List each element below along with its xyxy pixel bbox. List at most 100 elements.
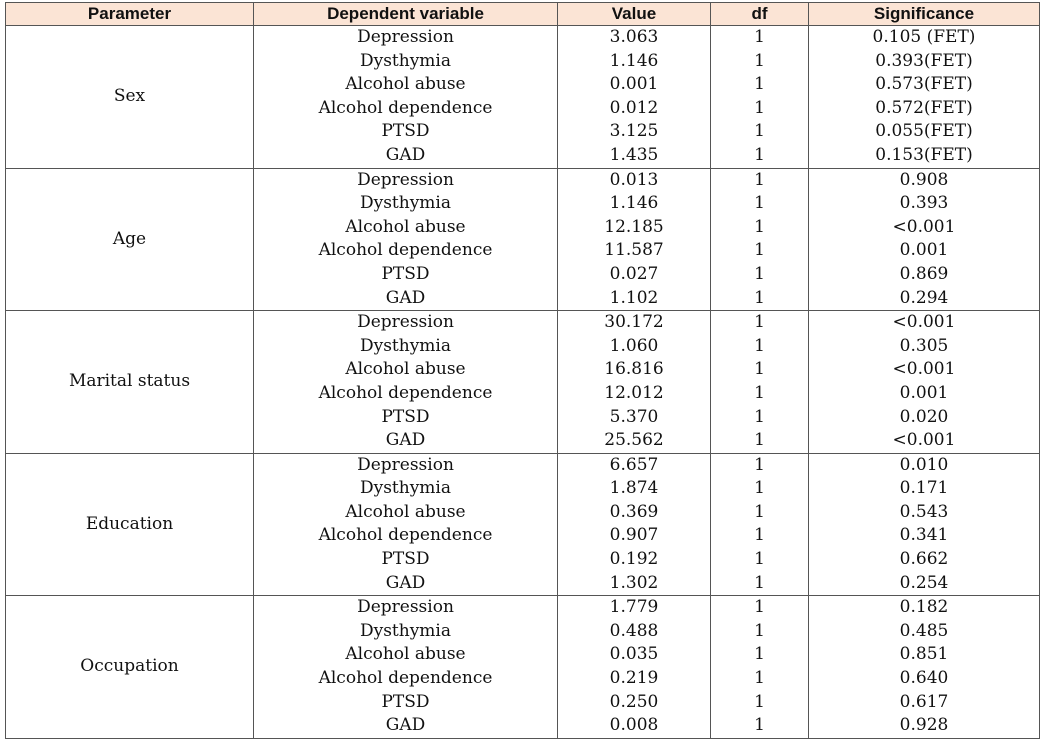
table-row: Dysthymia 1.146 1 0.393 xyxy=(6,192,1040,216)
value-cell: 0.001 xyxy=(557,73,711,97)
parameter-cell: Marital status xyxy=(5,310,254,454)
dependent-variable-cell: PTSD xyxy=(253,548,558,572)
header-parameter: Parameter xyxy=(5,2,254,26)
significance-cell: 0.055(FET) xyxy=(808,120,1040,144)
significance-cell: 0.572(FET) xyxy=(808,96,1040,121)
value-cell: 0.035 xyxy=(557,643,711,668)
parameter-cell: Age xyxy=(5,168,254,312)
dependent-variable-cell: PTSD xyxy=(253,262,558,287)
significance-cell: <0.001 xyxy=(808,429,1040,454)
dependent-variable-cell: Dysthymia xyxy=(253,334,558,359)
value-cell: 0.907 xyxy=(557,524,711,549)
significance-cell: 0.153(FET) xyxy=(808,143,1040,169)
dependent-variable-cell: GAD xyxy=(253,429,558,454)
value-cell: 16.816 xyxy=(557,358,711,382)
table-row: Age Depression 0.013 1 0.908 xyxy=(5,168,1040,312)
value-cell: 1.146 xyxy=(557,49,711,74)
df-cell: 1 xyxy=(710,405,809,430)
dependent-variable-cell: GAD xyxy=(253,714,558,739)
significance-cell: <0.001 xyxy=(808,310,1040,335)
value-cell: 1.874 xyxy=(557,477,711,501)
dependent-variable-cell: Alcohol dependence xyxy=(253,96,558,121)
table-row: Alcohol abuse 0.369 1 0.543 xyxy=(6,500,1040,525)
df-cell: 1 xyxy=(710,310,809,335)
value-cell: 1.102 xyxy=(557,286,711,312)
value-cell: 3.125 xyxy=(557,120,711,144)
table-row: Dysthymia 1.874 1 0.171 xyxy=(6,477,1040,501)
parameter-cell: Occupation xyxy=(5,595,254,739)
df-cell: 1 xyxy=(710,477,809,501)
dependent-variable-cell: GAD xyxy=(253,286,558,312)
significance-cell: 0.393 xyxy=(808,192,1040,216)
value-cell: 0.250 xyxy=(557,690,711,715)
table-row: Alcohol abuse 16.816 1 <0.001 xyxy=(6,358,1040,382)
dependent-variable-cell: GAD xyxy=(253,143,558,169)
value-cell: 25.562 xyxy=(557,429,711,454)
df-cell: 1 xyxy=(710,500,809,525)
table-row: Alcohol abuse 0.001 1 0.573(FET) xyxy=(6,73,1040,97)
table-row: Alcohol dependence 11.587 1 0.001 xyxy=(6,239,1040,263)
significance-cell: 0.393(FET) xyxy=(808,49,1040,74)
df-cell: 1 xyxy=(710,262,809,287)
dependent-variable-cell: PTSD xyxy=(253,690,558,715)
table-row: GAD 1.302 1 0.254 xyxy=(6,571,1040,597)
value-cell: 0.012 xyxy=(557,96,711,121)
table-row: PTSD 3.125 1 0.055(FET) xyxy=(6,120,1040,144)
table-row: Alcohol abuse 12.185 1 <0.001 xyxy=(6,215,1040,240)
dependent-variable-cell: PTSD xyxy=(253,120,558,144)
dependent-variable-cell: Alcohol abuse xyxy=(253,500,558,525)
significance-cell: 0.851 xyxy=(808,643,1040,668)
significance-cell: 0.294 xyxy=(808,286,1040,312)
dependent-variable-cell: PTSD xyxy=(253,405,558,430)
table-row: Alcohol dependence 0.219 1 0.640 xyxy=(6,667,1040,691)
table-body: Sex Depression 3.063 1 0.105 (FET) Dysthymia 1… xyxy=(5,25,1040,739)
table-row: Education Depression 6.657 1 0.010 xyxy=(5,453,1040,597)
significance-cell: 0.001 xyxy=(808,381,1040,406)
df-cell: 1 xyxy=(710,96,809,121)
value-cell: 0.369 xyxy=(557,500,711,525)
df-cell: 1 xyxy=(710,286,809,312)
value-cell: 12.185 xyxy=(557,215,711,240)
df-cell: 1 xyxy=(710,143,809,169)
significance-cell: 0.305 xyxy=(808,334,1040,359)
table-row: Alcohol dependence 0.907 1 0.341 xyxy=(6,524,1040,549)
table-row: Dysthymia 0.488 1 0.485 xyxy=(6,619,1040,644)
dependent-variable-cell: Depression xyxy=(253,310,558,335)
value-cell: 1.435 xyxy=(557,143,711,169)
significance-cell: 0.341 xyxy=(808,524,1040,549)
dependent-variable-cell: Alcohol abuse xyxy=(253,643,558,668)
value-cell: 0.027 xyxy=(557,262,711,287)
df-cell: 1 xyxy=(710,215,809,240)
df-cell: 1 xyxy=(710,381,809,406)
df-cell: 1 xyxy=(710,239,809,263)
df-cell: 1 xyxy=(710,619,809,644)
dependent-variable-cell: Alcohol abuse xyxy=(253,358,558,382)
df-cell: 1 xyxy=(710,334,809,359)
df-cell: 1 xyxy=(710,524,809,549)
df-cell: 1 xyxy=(710,667,809,691)
significance-cell: 0.001 xyxy=(808,239,1040,263)
df-cell: 1 xyxy=(710,49,809,74)
dependent-variable-cell: Alcohol abuse xyxy=(253,73,558,97)
table-row: GAD 1.435 1 0.153(FET) xyxy=(6,143,1040,169)
value-cell: 0.008 xyxy=(557,714,711,739)
dependent-variable-cell: Dysthymia xyxy=(253,477,558,501)
table-row: GAD 0.008 1 0.928 xyxy=(6,714,1040,739)
dependent-variable-cell: GAD xyxy=(253,571,558,597)
significance-cell: 0.182 xyxy=(808,595,1040,620)
value-cell: 12.012 xyxy=(557,381,711,406)
value-cell: 30.172 xyxy=(557,310,711,335)
dependent-variable-cell: Dysthymia xyxy=(253,192,558,216)
df-cell: 1 xyxy=(710,714,809,739)
table-row: Alcohol dependence 12.012 1 0.001 xyxy=(6,381,1040,406)
header-row: Parameter Dependent variable Value df Si… xyxy=(5,2,1040,26)
value-cell: 5.370 xyxy=(557,405,711,430)
header-significance: Significance xyxy=(808,2,1040,26)
table-row: PTSD 0.027 1 0.869 xyxy=(6,262,1040,287)
df-cell: 1 xyxy=(710,548,809,572)
parameter-cell: Sex xyxy=(5,25,254,169)
table-row: Dysthymia 1.060 1 0.305 xyxy=(6,334,1040,359)
dependent-variable-cell: Alcohol dependence xyxy=(253,667,558,691)
table-row: GAD 25.562 1 <0.001 xyxy=(6,429,1040,454)
significance-cell: 0.573(FET) xyxy=(808,73,1040,97)
